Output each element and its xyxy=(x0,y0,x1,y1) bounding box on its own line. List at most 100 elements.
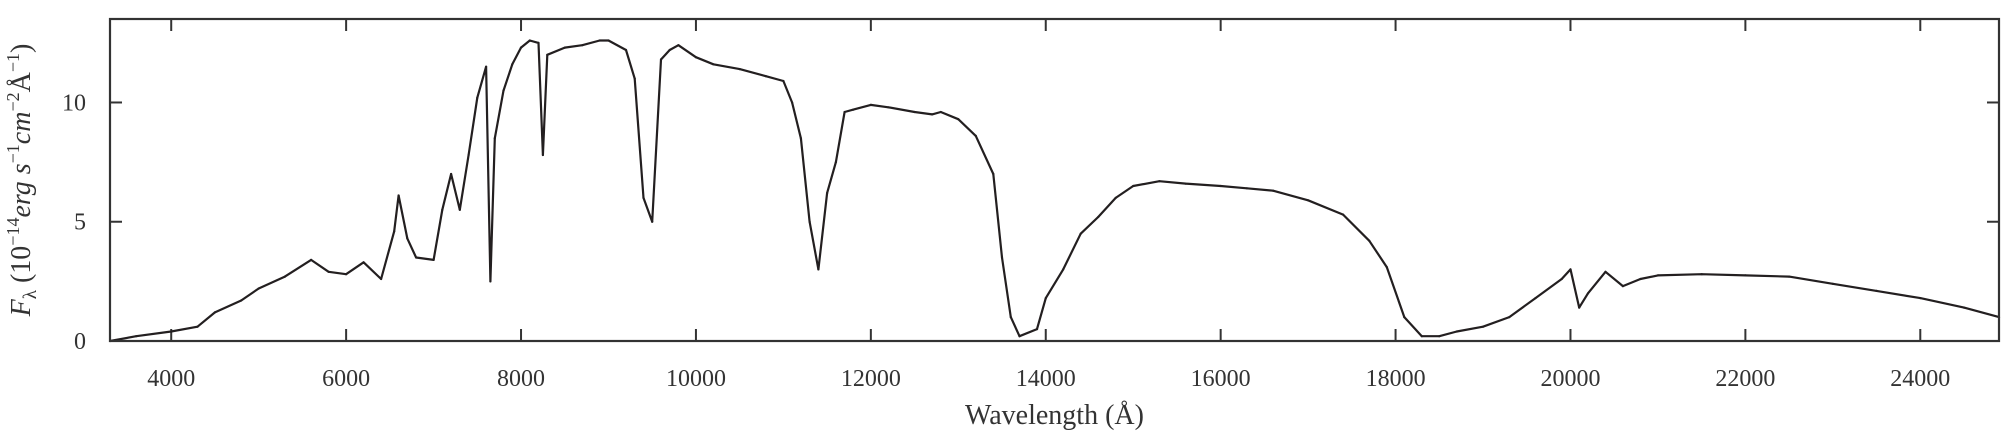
spectrum-point xyxy=(1831,282,1834,285)
x-tick-label: 24000 xyxy=(1890,366,1950,392)
spectrum-point xyxy=(887,106,890,109)
spectrum-point xyxy=(817,268,820,271)
spectrum-point xyxy=(489,280,492,283)
spectrum-point xyxy=(651,220,654,223)
x-tick-label: 18000 xyxy=(1366,366,1426,392)
spectrum-point xyxy=(1342,213,1345,216)
spectrum-point xyxy=(764,75,768,78)
spectrum-point xyxy=(913,110,916,114)
spectrum-point xyxy=(826,192,829,195)
plot-frame xyxy=(108,17,2001,343)
spectrum-point xyxy=(1307,199,1310,202)
spectrum-point xyxy=(633,77,636,80)
spectrum-point xyxy=(1062,268,1065,271)
spectrum-point xyxy=(581,44,584,47)
y-label-unit3: Å xyxy=(6,71,37,92)
spectrum-point xyxy=(974,134,977,137)
x-axis-ticks: 4000 6000 8000 10000 12000 14000 16000 18000 200… xyxy=(147,19,1950,392)
spectrum-point xyxy=(1000,256,1004,259)
spectrum-point xyxy=(1962,306,1966,309)
spectrum-point xyxy=(598,39,601,42)
spectrum-point xyxy=(1158,180,1161,183)
spectrum-point xyxy=(1097,215,1100,219)
spectrum-point xyxy=(1481,325,1485,328)
spectrum-point xyxy=(1639,277,1642,281)
spectrum-point xyxy=(1385,266,1388,269)
spectrum-point xyxy=(528,39,531,42)
spectrum-point xyxy=(668,48,671,52)
spectrum-point xyxy=(1044,297,1047,300)
spectrum-point xyxy=(1219,184,1222,188)
x-tick-label: 8000 xyxy=(497,366,545,392)
spectrum-point xyxy=(310,258,313,261)
spectrum-point xyxy=(1420,335,1423,338)
spectrum-point xyxy=(939,110,942,114)
spectrum-point xyxy=(677,44,680,47)
spectrum-point xyxy=(1018,335,1021,338)
spectrum-point xyxy=(380,277,383,281)
spectrum-point xyxy=(135,335,138,338)
spectrum-point xyxy=(1744,274,1747,277)
y-tick-label: 10 xyxy=(62,90,86,116)
y-label-unit1: erg s xyxy=(6,163,37,217)
spectrum-point xyxy=(283,275,286,278)
spectrum-point xyxy=(1079,232,1082,235)
y-tick-label: 0 xyxy=(74,329,86,355)
spectrum-point xyxy=(213,311,216,314)
spectrum-point xyxy=(345,273,348,276)
series-layer xyxy=(108,39,2001,343)
y-label-symbol: F xyxy=(6,298,37,317)
spectrum-point xyxy=(624,48,628,52)
spectrum-point xyxy=(1656,274,1659,277)
spectrum-point xyxy=(642,196,645,199)
spectrum-point xyxy=(808,220,811,223)
x-tick-label: 14000 xyxy=(1016,366,1076,392)
spectrum-point xyxy=(834,161,838,164)
spectrum-point xyxy=(1245,187,1248,190)
spectrum-point xyxy=(1534,297,1537,300)
spectrum-point xyxy=(1455,330,1458,333)
x-tick-label: 12000 xyxy=(841,366,901,392)
spectrum-point xyxy=(843,110,846,114)
spectrum-point xyxy=(170,330,173,333)
spectrum-point xyxy=(546,53,549,56)
spectrum-point xyxy=(467,153,470,157)
spectrum-point xyxy=(537,41,540,45)
y-label-close: ) xyxy=(6,44,37,53)
spectrum-point xyxy=(493,137,496,140)
spectrum-series-line xyxy=(109,39,2000,343)
spectrum-point xyxy=(1368,239,1371,242)
spectrum-point xyxy=(511,63,514,66)
spectrum-point xyxy=(659,58,663,61)
spectrum-point xyxy=(485,65,488,68)
spectrum-point xyxy=(541,153,545,157)
y-label-open: (10 xyxy=(6,246,37,290)
spectrum-point xyxy=(502,89,505,92)
spectrum-point xyxy=(406,237,409,240)
spectrum-point xyxy=(257,287,260,290)
spectrum-point xyxy=(1875,289,1878,292)
spectrum-point xyxy=(791,101,794,104)
spectrum-point xyxy=(1604,270,1607,273)
spectrum-point xyxy=(1114,196,1117,199)
spectrum-point xyxy=(992,172,995,176)
spectrum-point xyxy=(1438,335,1441,338)
spectrum-point xyxy=(869,103,872,106)
spectrum-point xyxy=(1569,268,1572,271)
y-label-exp1: −14 xyxy=(3,218,23,246)
spectrum-point xyxy=(362,261,365,264)
y-label-symbol-sub: λ xyxy=(20,289,41,299)
spectrum-point xyxy=(1035,328,1039,331)
spectrum-point xyxy=(327,270,330,273)
spectrum-point xyxy=(458,208,461,211)
spectrum-point xyxy=(1586,292,1590,295)
spectrum-point xyxy=(782,79,785,83)
spectrum-point xyxy=(240,299,243,302)
spectrum-point xyxy=(1621,285,1624,288)
spectrum-point xyxy=(1009,316,1012,319)
spectrum-point xyxy=(1184,182,1187,185)
y-tick-label: 5 xyxy=(74,210,86,236)
y-axis-ticks: 0 5 10 xyxy=(62,90,1999,355)
spectrum-point xyxy=(738,68,741,71)
spectrum-point xyxy=(1919,297,1922,300)
